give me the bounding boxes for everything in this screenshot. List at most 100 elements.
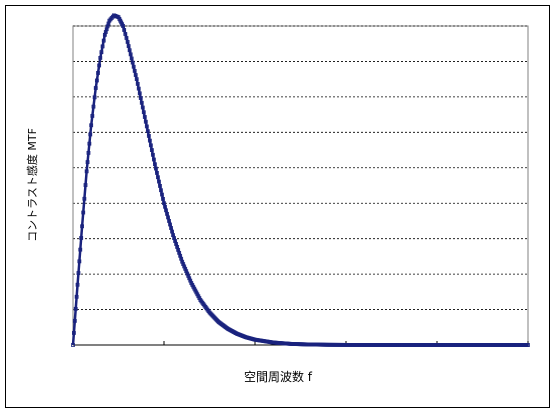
- data-point: [151, 157, 156, 162]
- data-point: [167, 219, 171, 223]
- data-point: [211, 314, 216, 319]
- data-point: [161, 196, 165, 201]
- data-point: [213, 316, 218, 321]
- data-point: [187, 276, 192, 281]
- data-point: [124, 36, 129, 40]
- data-point: [181, 262, 186, 266]
- data-point: [186, 273, 191, 278]
- data-point: [83, 183, 88, 187]
- data-point: [212, 315, 217, 320]
- data-point: [75, 282, 80, 287]
- data-point: [142, 115, 147, 119]
- data-point: [133, 73, 138, 77]
- data-point: [163, 204, 167, 209]
- data-point: [94, 78, 99, 83]
- data-point: [156, 175, 160, 180]
- data-point: [125, 40, 130, 44]
- data-point: [183, 266, 188, 271]
- data-point: [98, 56, 103, 60]
- data-point: [143, 119, 148, 124]
- data-point: [89, 123, 94, 128]
- data-point: [81, 210, 86, 215]
- data-point: [97, 63, 102, 68]
- data-point: [144, 124, 149, 129]
- data-point: [135, 81, 140, 86]
- data-point: [165, 211, 169, 216]
- data-point: [152, 162, 157, 167]
- data-point: [122, 28, 127, 32]
- data-point: [154, 166, 158, 171]
- data-point: [141, 110, 146, 115]
- data-point: [126, 44, 131, 48]
- data-point: [149, 148, 154, 152]
- data-point: [145, 129, 150, 134]
- data-point: [157, 179, 161, 184]
- data-point: [136, 86, 141, 91]
- data-point: [71, 343, 75, 347]
- data-point: [208, 311, 213, 316]
- data-point: [170, 229, 174, 234]
- data-point: [526, 343, 530, 347]
- data-point: [188, 278, 193, 283]
- data-point: [96, 71, 100, 75]
- data-point: [159, 188, 163, 193]
- data-point: [129, 56, 134, 61]
- data-point: [180, 259, 185, 264]
- data-point: [166, 215, 170, 220]
- data-point: [150, 152, 155, 157]
- data-point: [146, 133, 151, 138]
- data-point: [80, 224, 84, 229]
- data-point: [87, 141, 92, 146]
- data-series: [71, 13, 530, 347]
- data-point: [210, 313, 215, 318]
- data-point: [84, 169, 89, 174]
- data-point: [121, 24, 125, 28]
- data-point: [76, 271, 81, 275]
- data-point: [79, 236, 84, 240]
- data-point: [207, 310, 212, 315]
- data-point: [131, 64, 136, 69]
- data-point: [85, 160, 90, 165]
- data-point: [164, 208, 168, 213]
- data-point: [185, 271, 190, 276]
- data-point: [138, 96, 143, 100]
- data-point: [77, 259, 82, 264]
- x-axis-label: 空間周波数 f: [243, 370, 313, 384]
- data-point: [86, 150, 91, 155]
- data-point: [99, 50, 104, 55]
- data-point: [140, 105, 145, 110]
- data-point: [148, 143, 153, 148]
- y-axis-label: コントラスト感度 MTF: [26, 128, 39, 242]
- data-point: [74, 294, 79, 299]
- data-point: [132, 68, 137, 73]
- data-point: [101, 38, 106, 43]
- data-point: [209, 312, 214, 317]
- data-point: [91, 104, 96, 109]
- data-point: [123, 32, 128, 36]
- data-point: [139, 100, 144, 105]
- data-point: [162, 201, 166, 206]
- data-point: [100, 44, 105, 49]
- data-point: [78, 247, 83, 252]
- data-point: [155, 170, 159, 175]
- data-point: [160, 192, 164, 197]
- data-point: [93, 86, 98, 90]
- data-point: [147, 138, 152, 143]
- data-point: [127, 48, 132, 53]
- data-point: [137, 91, 142, 96]
- data-point: [128, 52, 133, 57]
- data-point: [88, 132, 93, 137]
- data-point: [169, 226, 173, 230]
- data-point: [72, 331, 76, 335]
- data-point: [90, 114, 95, 118]
- data-point: [73, 306, 78, 311]
- data-point: [130, 60, 135, 65]
- data-point: [168, 222, 172, 227]
- data-point: [134, 77, 139, 82]
- data-point: [182, 264, 187, 269]
- data-point: [214, 317, 219, 322]
- data-point: [158, 183, 162, 188]
- plot-area: [72, 25, 529, 346]
- data-point: [72, 318, 77, 323]
